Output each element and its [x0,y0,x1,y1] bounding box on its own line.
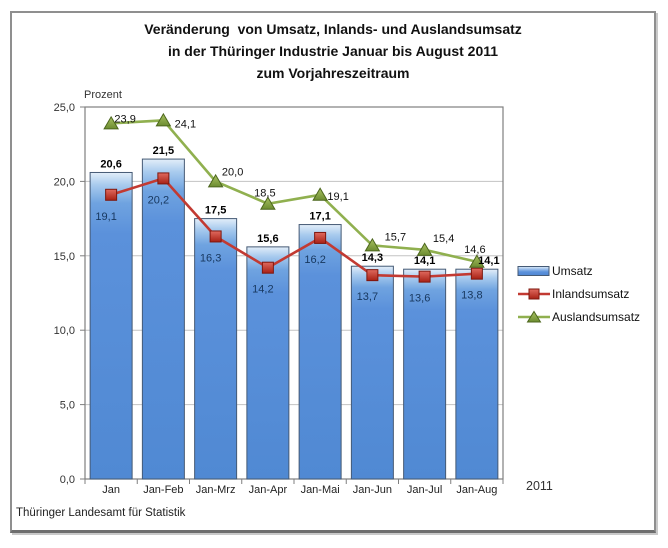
y-axis-unit-label: Prozent [84,89,122,101]
bar-value-label: 17,1 [309,211,330,223]
bar-value-label: 20,6 [100,158,121,170]
inlandsumsatz-value-label: 16,2 [304,254,325,266]
inlandsumsatz-value-label: 19,1 [95,211,116,223]
x-axis-year-note: 2011 [526,479,553,493]
auslandsumsatz-value-label: 19,1 [327,191,348,203]
marker-triangle-auslandsumsatz [312,187,328,201]
chart-title-line-2: in der Thüringer Industrie Januar bis Au… [167,43,499,59]
auslandsumsatz-value-label: 24,1 [175,118,196,130]
y-tick-label: 20,0 [54,176,75,188]
bar-value-label: 15,6 [257,233,278,245]
chart-title-line-1: Veränderung von Umsatz, Inlands- und Aus… [144,21,522,37]
bar-umsatz [298,224,342,480]
marker-triangle-auslandsumsatz [207,173,224,188]
marker-triangle-auslandsumsatz [364,237,381,252]
y-tick-label: 5,0 [60,400,75,412]
marker-triangle-auslandsumsatz [416,242,433,256]
bar-value-label: 14,1 [478,255,499,267]
x-category-label: Jan-Jul [407,484,442,496]
bar-umsatz [455,268,499,480]
inlandsumsatz-value-label: 13,7 [357,291,378,303]
line-auslandsumsatz [111,119,478,264]
marker-triangle-auslandsumsatz [103,115,119,130]
inlandsumsatz-value-label: 14,2 [252,284,273,296]
marker-square-inlandsumsatz [314,231,327,244]
auslandsumsatz-value-label: 15,7 [385,231,406,243]
bar-umsatz [350,265,394,480]
legend-item-inlandsumsatz: Inlandsumsatz [517,282,640,305]
legend-line-square-icon [518,288,550,299]
marker-triangle-auslandsumsatz [469,254,485,268]
x-category-label: Jan-Feb [143,484,183,496]
legend: Umsatz Inlandsumsatz [517,259,640,328]
bar-umsatz [246,246,290,480]
marker-square-inlandsumsatz [209,230,222,243]
line-inlandsumsatz [110,176,477,278]
marker-square-inlandsumsatz [366,269,379,282]
marker-square-inlandsumsatz [157,172,170,185]
x-category-label: Jan-Mrz [196,484,236,496]
y-tick-label: 25,0 [54,102,75,114]
auslandsumsatz-value-label: 15,4 [433,233,454,245]
bar-value-label: 21,5 [153,145,174,157]
y-tick-label: 0,0 [60,474,75,486]
bar-umsatz [141,158,185,480]
marker-square-inlandsumsatz [418,270,431,283]
legend-label-auslandsumsatz: Auslandsumsatz [552,309,641,324]
x-category-label: Jan [102,484,120,496]
inlandsumsatz-value-label: 13,8 [461,290,482,302]
x-category-label: Jan-Jun [353,484,392,496]
legend-item-auslandsumsatz: Auslandsumsatz [517,305,640,328]
marker-triangle-auslandsumsatz [155,112,172,127]
marker-square-inlandsumsatz [470,267,483,280]
source-attribution: Thüringer Landesamt für Statistik [16,507,186,519]
inlandsumsatz-value-label: 16,3 [200,252,221,264]
y-tick-label: 10,0 [54,325,75,337]
bar-umsatz [89,171,133,480]
x-category-label: Jan-Mai [301,484,340,496]
x-category-label: Jan-Apr [249,484,288,496]
bar-value-label: 14,3 [362,252,383,264]
legend-item-umsatz: Umsatz [517,259,640,282]
y-tick-label: 15,0 [54,251,75,263]
legend-label-inlandsumsatz: Inlandsumsatz [552,286,630,301]
legend-label-umsatz: Umsatz [552,263,593,278]
marker-square-inlandsumsatz [105,188,118,201]
auslandsumsatz-value-label: 23,9 [114,113,135,125]
bar-umsatz [403,268,447,480]
x-category-label: Jan-Aug [456,484,497,496]
auslandsumsatz-value-label: 20,0 [222,166,243,178]
legend-line-triangle-icon [518,310,550,322]
bar-value-label: 17,5 [205,205,226,217]
bar-value-label: 14,1 [414,255,435,267]
auslandsumsatz-value-label: 18,5 [254,188,275,200]
marker-square-inlandsumsatz [261,261,274,274]
marker-triangle-auslandsumsatz [260,196,276,210]
inlandsumsatz-value-label: 13,6 [409,293,430,305]
bar-umsatz [194,218,238,480]
chart-title: Veränderung von Umsatz, Inlands- und Aus… [10,18,656,84]
auslandsumsatz-value-label: 14,6 [464,244,485,256]
inlandsumsatz-value-label: 20,2 [148,194,169,206]
chart-title-line-3: zum Vorjahreszeitraum [256,65,410,81]
legend-bar-swatch-icon [517,265,550,276]
